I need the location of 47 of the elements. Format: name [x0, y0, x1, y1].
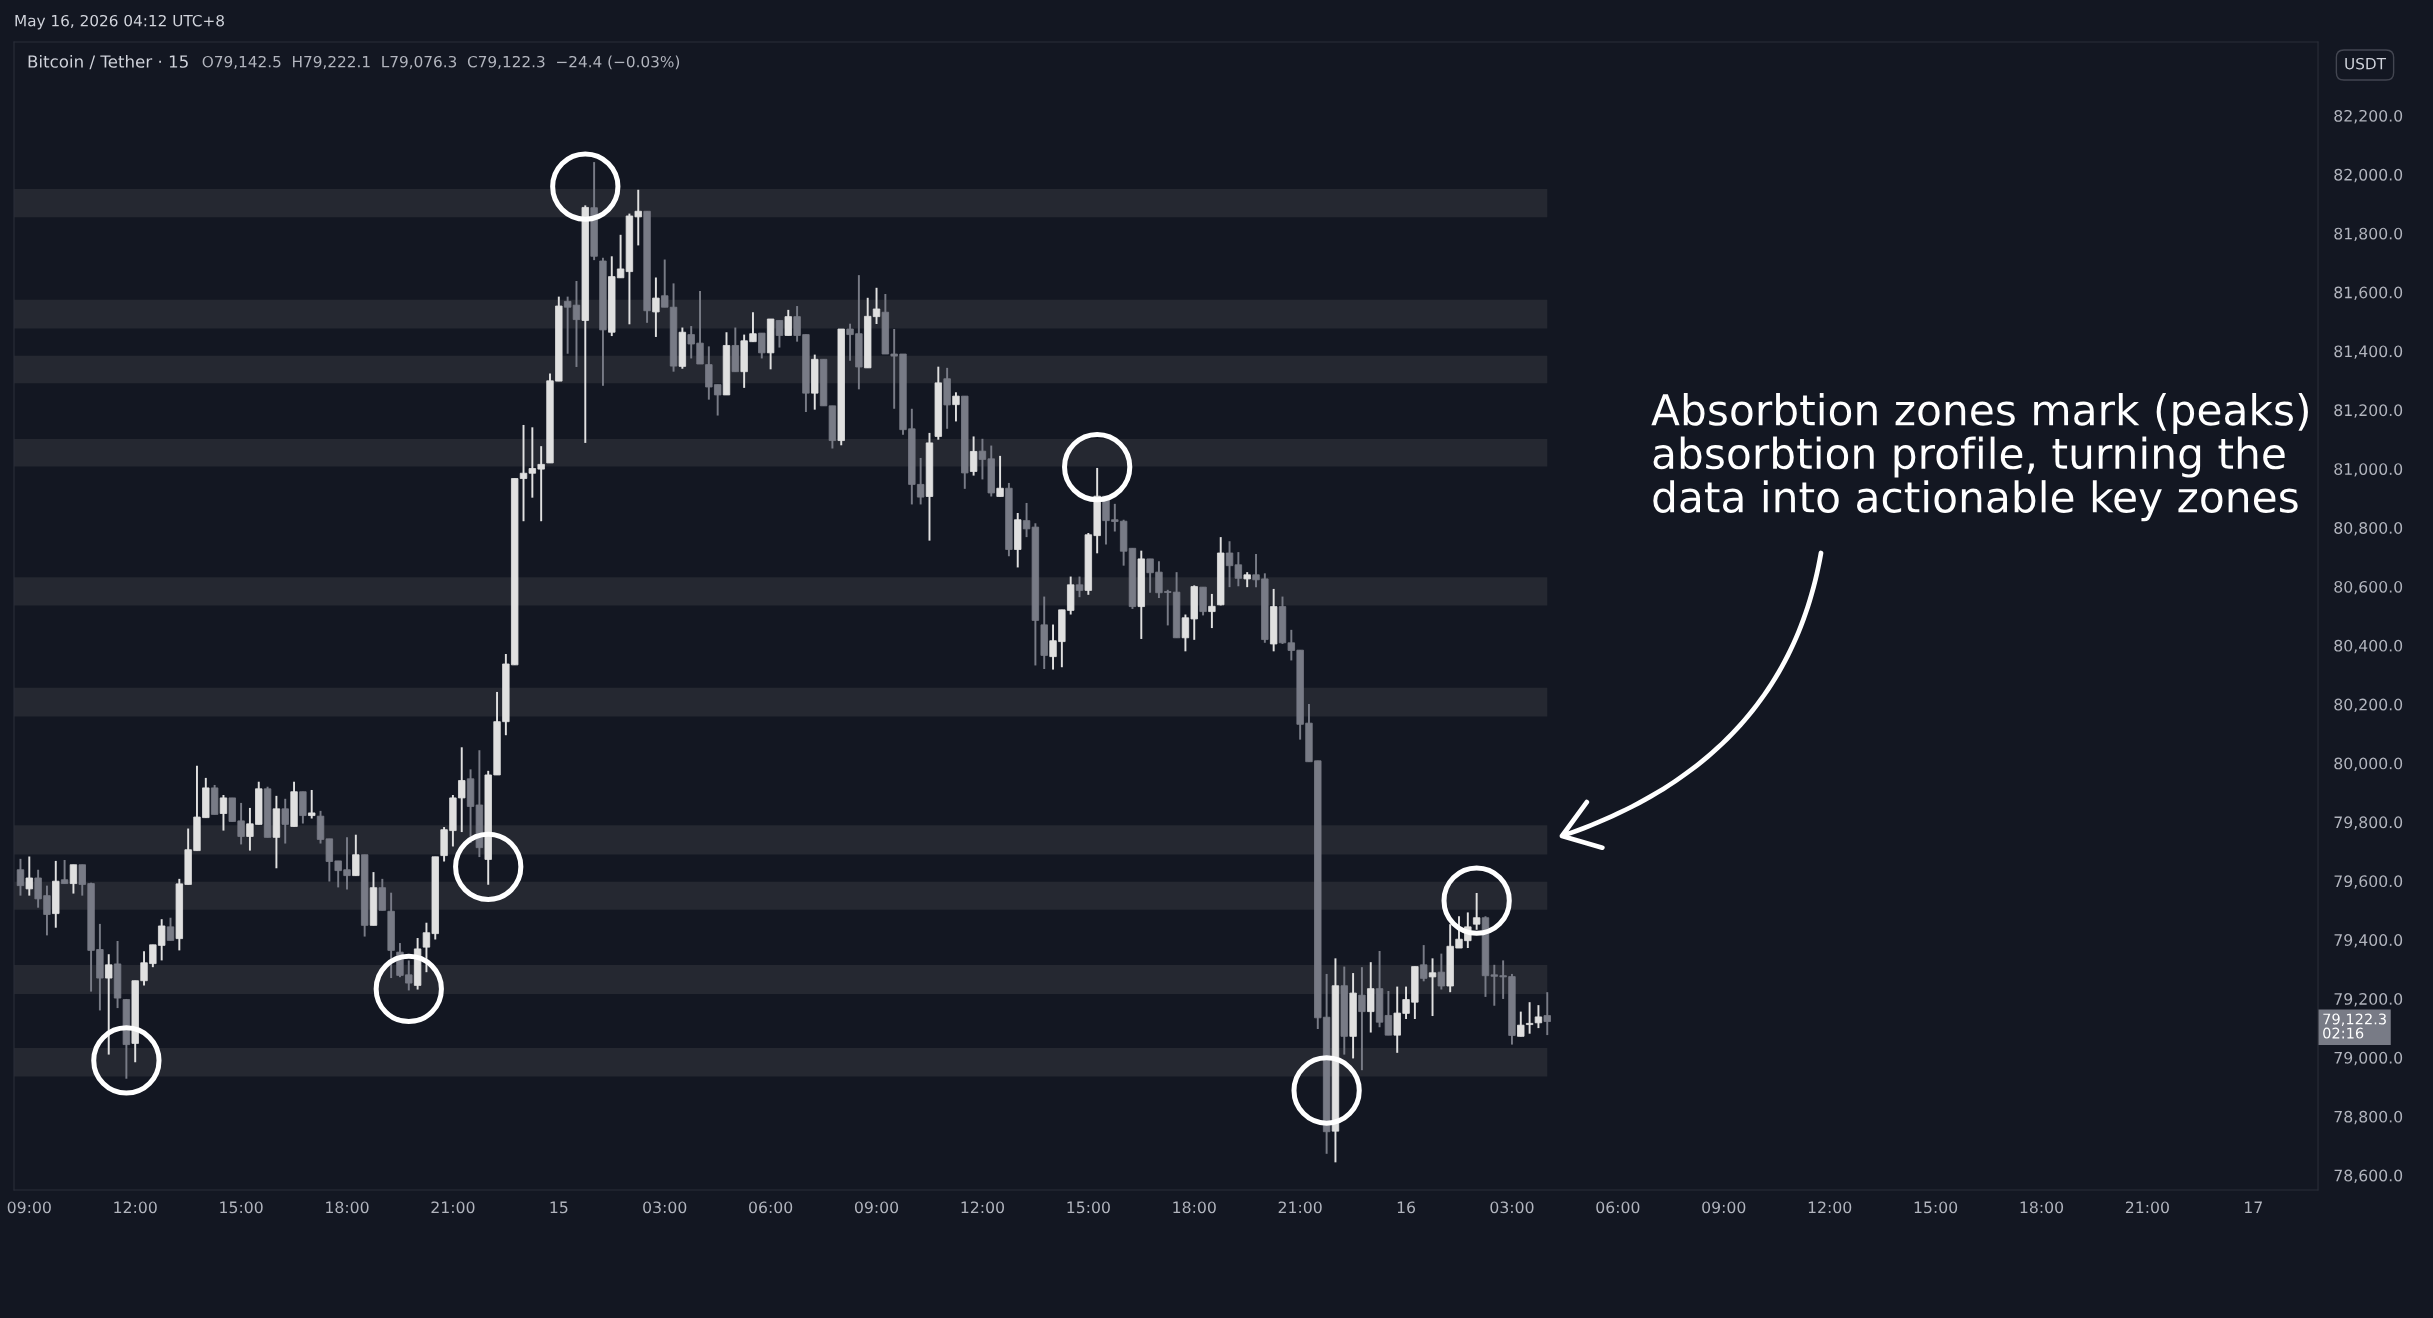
y-tick-label: 79,400.0 [2334, 934, 2403, 948]
x-tick-label: 18:00 [2020, 1201, 2064, 1214]
y-tick-label: 81,800.0 [2334, 227, 2403, 242]
x-tick-label: 18:00 [326, 1201, 369, 1214]
x-tick-label: 09:00 [854, 1201, 899, 1214]
y-tick-label: 80,200.0 [2334, 698, 2403, 713]
x-tick-label: 06:00 [749, 1201, 793, 1214]
text: 79,122.3 02:16 [2323, 1013, 2386, 1039]
x-tick-label: 12:00 [114, 1201, 157, 1214]
y-tick-label: 78,600.0 [2334, 1169, 2403, 1184]
y-axis-title: USDT [2345, 57, 2387, 70]
x-tick-label: 15:00 [1914, 1201, 1958, 1214]
x-tick-label: 09:00 [1702, 1201, 1746, 1214]
x-tick-label: 21:00 [2125, 1201, 2169, 1214]
x-tick-label: 12:00 [961, 1201, 1005, 1214]
y-tick-label: 78,800.0 [2334, 1110, 2403, 1125]
y-tick-label: 81,400.0 [2334, 345, 2403, 359]
y-tick-label: 82,200.0 [2334, 109, 2403, 124]
y-tick-label: 79,200.0 [2334, 992, 2403, 1007]
x-tick-label: 15:00 [220, 1201, 263, 1214]
y-tick-label: 81,600.0 [2334, 286, 2403, 300]
y-tick-label: 79,000.0 [2334, 1051, 2403, 1066]
x-tick-label: 21:00 [1278, 1201, 1322, 1214]
x-tick-label: 16 [1397, 1201, 1416, 1214]
text: Bitcoin / Tether · 15 [28, 54, 188, 70]
x-tick-label: 12:00 [1808, 1201, 1852, 1214]
x-tick-label: 17 [2245, 1201, 2262, 1214]
x-tick-label: 03:00 [1490, 1201, 1534, 1214]
y-tick-label: 80,400.0 [2334, 639, 2403, 654]
x-tick-label: 18:00 [1173, 1201, 1216, 1214]
x-tick-label: 09:00 [7, 1201, 51, 1214]
y-tick-label: 79,600.0 [2334, 875, 2403, 889]
x-tick-label: 03:00 [643, 1201, 687, 1214]
y-tick-label: 80,600.0 [2334, 580, 2403, 595]
annotation: Absorbtion zones mark (peaks) absorbtion profile, turning the data into actionable key zones [1651, 393, 2308, 522]
y-tick-label: 80,800.0 [2334, 522, 2403, 536]
x-tick-label: 06:00 [1596, 1201, 1640, 1214]
y-tick-label: 80,000.0 [2334, 757, 2403, 771]
x-tick-label: 21:00 [431, 1201, 475, 1214]
y-tick-label: 82,000.0 [2334, 168, 2403, 183]
annotation: O79,142.5 H79,222.1 L79,076.3 C79,122.3 −24.4 (−0.03%) [202, 55, 680, 70]
y-tick-label: 81,000.0 [2334, 463, 2403, 477]
x-tick-label: 15:00 [1067, 1201, 1110, 1214]
y-tick-label: 79,800.0 [2334, 816, 2403, 830]
y-tick-label: 81,200.0 [2334, 404, 2403, 418]
x-tick-label: 15 [550, 1201, 568, 1214]
text: May 16, 2026 04:12 UTC+8 [15, 14, 224, 30]
